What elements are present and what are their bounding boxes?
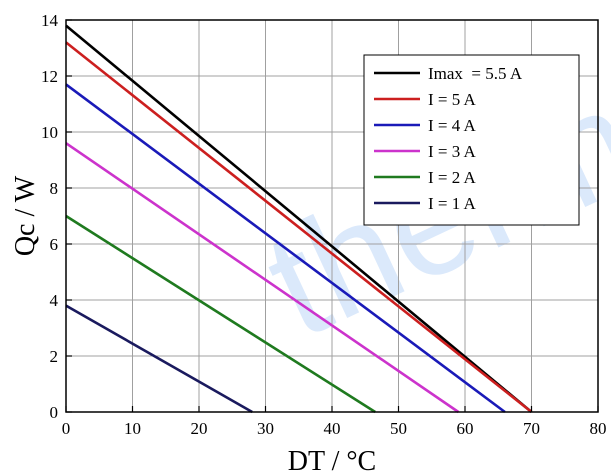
axis-ticks: 0 10 20 30 40 50 60 70 80 0 2 4 6 8 10 12 14	[41, 11, 607, 438]
legend-label-3: I = 4 A	[428, 116, 477, 135]
y-tick-label: 4	[50, 291, 59, 310]
series-line-4	[65, 142, 460, 414]
x-tick-label: 10	[124, 419, 141, 438]
series-line-5	[65, 214, 376, 414]
series-lines	[65, 24, 533, 414]
y-tick-label: 10	[41, 123, 58, 142]
y-tick-label: 8	[50, 179, 59, 198]
x-tick-label: 60	[457, 419, 474, 438]
x-tick-label: 50	[390, 419, 407, 438]
series-line-3	[65, 83, 506, 414]
legend-label-4: I = 3 A	[428, 142, 477, 161]
legend-label-6: I = 1 A	[428, 194, 477, 213]
legend: Imax = 5.5 A I = 5 A I = 4 A I = 3 A I = 2 A…	[363, 54, 580, 226]
x-tick-label: 40	[324, 419, 341, 438]
x-tick-label: 70	[523, 419, 540, 438]
series-line-6	[65, 304, 253, 414]
x-tick-label: 80	[590, 419, 607, 438]
x-axis-title: DT / °C	[288, 446, 376, 475]
y-tick-label: 14	[41, 11, 59, 30]
x-tick-label: 20	[191, 419, 208, 438]
x-tick-label: 30	[257, 419, 274, 438]
series-line-2	[65, 41, 533, 414]
legend-box	[363, 54, 580, 226]
x-tick-label: 0	[62, 419, 71, 438]
y-tick-label: 12	[41, 67, 58, 86]
y-tick-label: 0	[50, 403, 59, 422]
legend-label-1: Imax = 5.5 A	[428, 64, 523, 83]
legend-label-5: I = 2 A	[428, 168, 477, 187]
y-axis-title: Qc / W	[10, 175, 41, 256]
legend-label-2: I = 5 A	[428, 90, 477, 109]
series-line-1	[65, 24, 533, 414]
y-tick-label: 2	[50, 347, 59, 366]
y-tick-label: 6	[50, 235, 59, 254]
